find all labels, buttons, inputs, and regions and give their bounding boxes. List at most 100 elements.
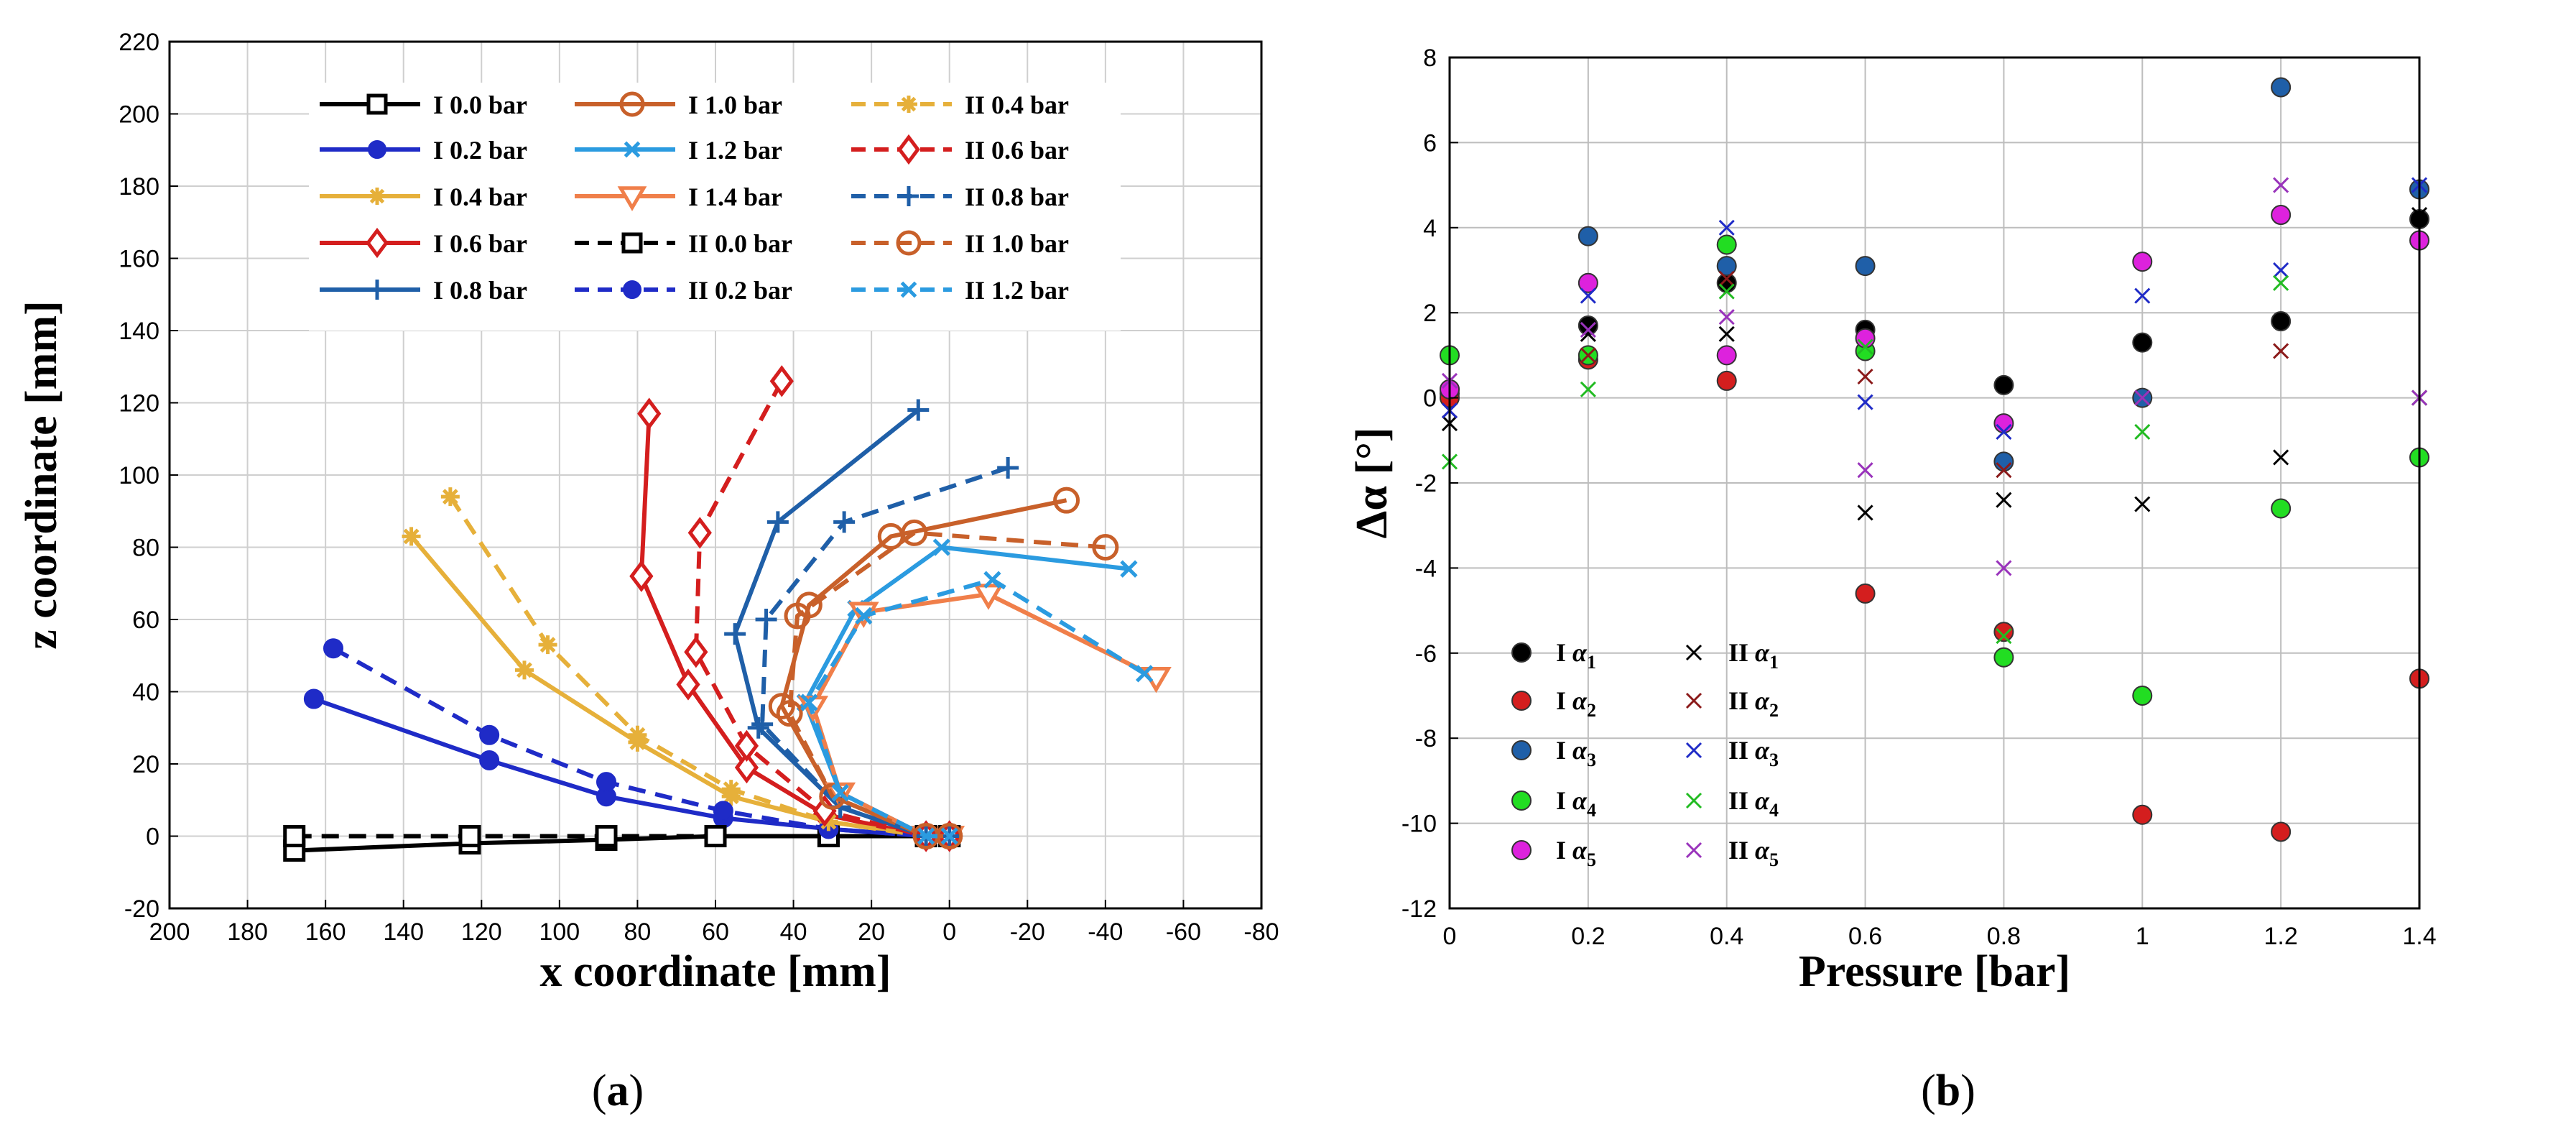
- chart-a-tick-label-x: 160: [305, 918, 346, 946]
- chart-a-point: [684, 636, 708, 668]
- chart-b-tick-label-y: -12: [1401, 895, 1437, 923]
- chart-b-tick-label-x: 0: [1443, 923, 1457, 950]
- chart-a-point: [766, 511, 789, 533]
- chart-a-point: [800, 693, 818, 711]
- chart-a-legend-marker: [366, 93, 388, 115]
- chart-b-point: [1996, 492, 2012, 508]
- chart-b-point: [1857, 394, 1873, 410]
- chart-b-point: [2271, 311, 2292, 332]
- chart-b-tick-label-y: 4: [1423, 215, 1437, 242]
- chart-b-point: [2271, 498, 2292, 519]
- chart-a-legend-marker: [900, 281, 917, 298]
- chart-a-legend-item: II 0.6 bar: [851, 134, 1069, 165]
- chart-b-caption: (b): [1921, 1066, 1975, 1115]
- chart-a-series-13: [751, 456, 1019, 847]
- chart-a-point: [997, 456, 1019, 479]
- chart-a-tick-label-x: 100: [539, 918, 580, 946]
- chart-a-point: [833, 511, 856, 533]
- chart-a-point: [1053, 487, 1080, 514]
- chart-a-point: [1092, 534, 1119, 561]
- chart-a-point: [687, 517, 712, 549]
- chart-b-point: [1718, 270, 1735, 287]
- chart-a-point: [776, 700, 803, 727]
- chart-a-point: [721, 780, 741, 799]
- chart-a-series-line: [693, 379, 950, 839]
- chart-b-tick-label-y: -6: [1415, 640, 1437, 668]
- chart-b-point: [2273, 275, 2289, 291]
- chart-b-tick-label-x: 1.4: [2402, 923, 2436, 950]
- chart-a-point: [637, 397, 662, 430]
- chart-a-legend-box: [309, 83, 1121, 331]
- chart-b-series: [1440, 77, 2429, 842]
- chart-b-point: [2271, 205, 2292, 226]
- chart-b-point: [1718, 309, 1735, 326]
- chart-b-tick-label-y: -8: [1415, 725, 1437, 752]
- chart-a-legend-marker: [617, 186, 647, 211]
- chart-a-series-line: [760, 466, 1009, 839]
- chart-b-legend-marker: [1685, 792, 1702, 809]
- chart-b-tick-label-y: -2: [1415, 470, 1437, 497]
- chart-b-legend-marker: [1685, 742, 1702, 759]
- chart-a-point: [936, 823, 963, 849]
- chart-a-point: [713, 801, 733, 821]
- chart-a-legend-marker: [366, 227, 389, 259]
- chart-a-legend-marker: [623, 280, 641, 299]
- chart-a-point: [940, 827, 958, 845]
- chart-a-tick-label-y: -20: [124, 895, 159, 923]
- chart-b-legend-item: I α5: [1511, 836, 1596, 870]
- chart-b-point: [2134, 423, 2151, 441]
- chart-a-point: [1135, 665, 1154, 683]
- chart-a-legend-item: II 0.4 bar: [851, 91, 1069, 119]
- chart-b-caption-letter: b: [1936, 1066, 1960, 1115]
- chart-a-x-axis-label: x coordinate [mm]: [540, 947, 891, 996]
- chart-a-point: [932, 538, 951, 556]
- chart-b-tick-label-x: 0.2: [1571, 923, 1605, 950]
- chart-b-point: [1855, 328, 1876, 349]
- chart-b-legend-label: II α5: [1728, 836, 1779, 870]
- chart-b-point: [1996, 628, 2012, 645]
- chart-a-tick-label-x: 200: [149, 918, 190, 946]
- chart-b-point: [1855, 256, 1876, 277]
- chart-b-point: [1993, 374, 2014, 395]
- chart-a-legend-marker: [369, 188, 386, 205]
- chart-a-tick-label-y: 220: [119, 29, 159, 56]
- chart-b-point: [1580, 321, 1596, 338]
- chart-b-point: [1996, 462, 2012, 479]
- chart-a-point: [755, 609, 777, 630]
- chart-a-point: [855, 607, 873, 625]
- chart-a-point: [901, 519, 928, 546]
- chart-a-point: [458, 825, 481, 847]
- chart-a-point: [734, 751, 759, 784]
- chart-a-legend-label: I 1.2 bar: [688, 136, 782, 165]
- chart-b-point: [1857, 462, 1873, 479]
- chart-a-legend-label: II 1.2 bar: [965, 276, 1069, 305]
- chart-b-point: [1577, 272, 1598, 293]
- chart-a-series-5: [724, 399, 960, 847]
- chart-b-caption-close: ): [1960, 1066, 1975, 1115]
- chart-a-series-15: [800, 571, 1154, 845]
- chart-a-point: [747, 716, 769, 739]
- chart-a-point: [768, 693, 795, 720]
- chart-b-point: [2132, 686, 2153, 706]
- chart-b-legend-label: I α4: [1556, 786, 1596, 821]
- chart-b-point: [1718, 219, 1735, 236]
- chart-b-point: [1996, 560, 2012, 576]
- chart-a-tick-label-y: 100: [119, 462, 159, 489]
- chart-a-tick-label-y: 140: [119, 318, 159, 345]
- chart-b-point: [1580, 347, 1596, 364]
- chart-a-series-line: [810, 591, 1157, 839]
- chart-b-point: [2273, 262, 2289, 279]
- chart-b-point: [1580, 287, 1596, 304]
- chart-b-tick-label-y: -10: [1401, 811, 1437, 838]
- chart-b-point: [2273, 449, 2289, 466]
- chart-a-point: [917, 827, 935, 845]
- chart-a-legend-label: I 0.0 bar: [433, 91, 527, 119]
- chart-a-tick-label-y: 20: [132, 751, 159, 778]
- chart-a-legend-item: I 0.4 bar: [320, 183, 527, 211]
- chart-a-point: [769, 365, 794, 397]
- chart-b-tick-label-y: 6: [1423, 129, 1437, 157]
- chart-b-legend-item: I α3: [1511, 736, 1596, 770]
- chart-a-legend-item: I 0.8 bar: [320, 276, 527, 305]
- chart-a-tick-label-y: 60: [132, 607, 159, 634]
